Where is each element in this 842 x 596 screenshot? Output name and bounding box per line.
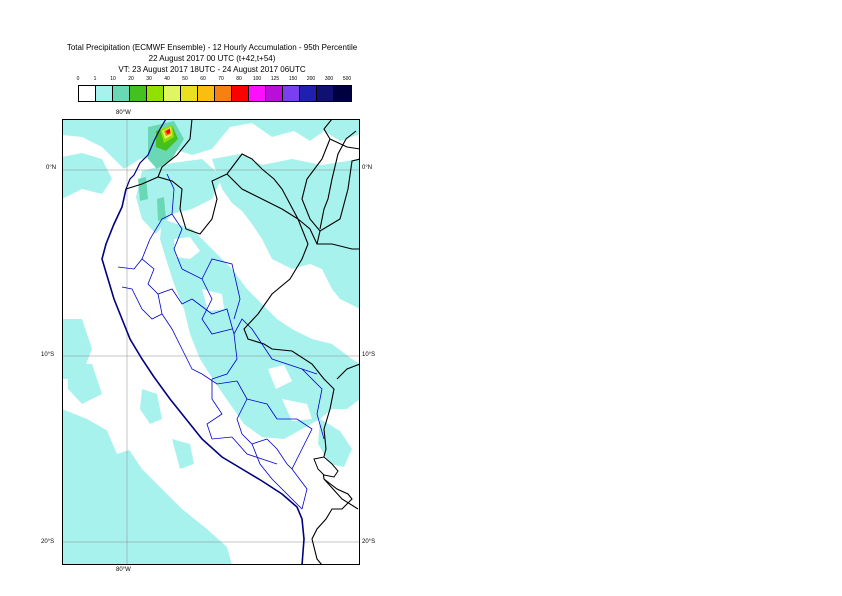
legend-swatch [181, 86, 198, 101]
legend-tick: 200 [306, 76, 316, 82]
legend-tick: 30 [146, 76, 152, 82]
map-canvas [62, 119, 360, 565]
legend-tick: 60 [200, 76, 206, 82]
national-borders [125, 119, 360, 565]
legend-swatch [147, 86, 164, 101]
lat-label-20s-left: 20°S [41, 539, 55, 545]
legend-tick: 50 [182, 76, 188, 82]
coastline-north [125, 119, 167, 190]
legend-tick: 40 [164, 76, 170, 82]
legend-tick: 0 [76, 76, 80, 82]
legend-swatch [266, 86, 283, 101]
legend-swatch [283, 86, 300, 101]
title-line-1: Total Precipitation (ECMWF Ensemble) - 1… [66, 43, 358, 52]
legend-swatch [130, 86, 147, 101]
admin-borders [117, 173, 325, 510]
precipitation-map [62, 119, 360, 570]
title-line-3: VT: 23 August 2017 18UTC - 24 August 201… [118, 65, 306, 74]
legend-swatch [334, 86, 351, 101]
legend-swatch [215, 86, 232, 101]
legend-tick: 500 [342, 76, 352, 82]
map-frame [62, 119, 360, 565]
legend-tick: 20 [128, 76, 134, 82]
legend-tick: 300 [324, 76, 334, 82]
legend-tick: 1 [93, 76, 97, 82]
legend-color-bar [78, 85, 352, 102]
legend-swatch [198, 86, 215, 101]
legend-tick: 70 [218, 76, 224, 82]
legend-swatch [79, 86, 96, 101]
legend-swatch [300, 86, 317, 101]
lon-label-80w-bottom: 80°W [116, 567, 131, 573]
coastline [101, 188, 305, 565]
lat-label-20s-right: 20°S [362, 539, 376, 545]
lat-label-0n-right: 0°N [362, 165, 373, 171]
legend-swatch [232, 86, 249, 101]
precip-areas [62, 119, 360, 565]
legend-swatch [113, 86, 130, 101]
map-title: Total Precipitation (ECMWF Ensemble) - 1… [30, 42, 394, 75]
lat-label-0n-left: 0°N [46, 165, 57, 171]
legend-tick: 10 [110, 76, 116, 82]
lake-titicaca [313, 456, 339, 478]
lat-label-10s-left: 10°S [41, 352, 55, 358]
legend-swatch [249, 86, 266, 101]
lon-label-80w-top: 80°W [116, 110, 131, 116]
legend-tick-labels: 0 1 10 20 30 40 50 60 70 80 100 125 150 … [76, 76, 358, 84]
legend-tick: 150 [288, 76, 298, 82]
legend-swatch [317, 86, 334, 101]
title-line-2: 22 August 2017 00 UTC (t+42,t+54) [148, 54, 276, 63]
lat-label-10s-right: 10°S [362, 352, 376, 358]
graticule [62, 119, 360, 565]
legend-tick: 80 [236, 76, 242, 82]
legend-swatch [96, 86, 113, 101]
heavy-precip-cells [138, 121, 184, 221]
legend-tick: 125 [270, 76, 280, 82]
legend-swatch [164, 86, 181, 101]
legend-tick: 100 [252, 76, 262, 82]
